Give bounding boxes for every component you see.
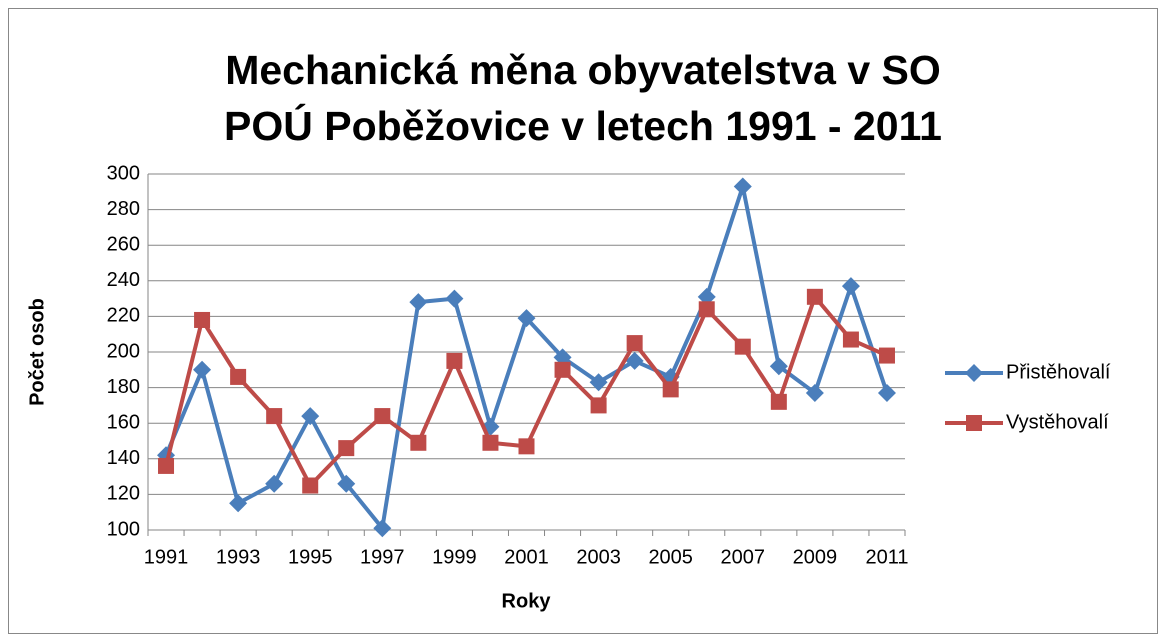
x-tick-label: 2003 (576, 546, 621, 568)
data-point (517, 309, 536, 328)
data-point (662, 381, 679, 398)
data-point (446, 352, 463, 369)
data-point (374, 408, 391, 425)
y-tick-label: 260 (107, 233, 140, 255)
data-point (230, 368, 247, 385)
chart-title: Mechanická měna obyvatelstva v SO (225, 47, 941, 93)
y-tick-label: 220 (107, 305, 140, 327)
data-point (805, 383, 824, 402)
y-tick-label: 200 (107, 340, 140, 362)
x-tick-label: 2009 (793, 546, 838, 568)
data-point (770, 393, 787, 410)
data-point (229, 494, 248, 513)
data-point (193, 360, 212, 379)
data-point (733, 177, 752, 196)
y-tick-label: 300 (107, 162, 140, 184)
x-tick-label: 2001 (504, 546, 549, 568)
data-point (373, 519, 392, 538)
data-point (769, 357, 788, 376)
data-point (301, 407, 320, 426)
legend-marker (965, 364, 983, 382)
data-point (590, 397, 607, 414)
data-point (878, 347, 895, 364)
x-tick-label: 2005 (648, 546, 693, 568)
y-tick-label: 240 (107, 269, 140, 291)
data-point (265, 474, 284, 493)
y-tick-label: 100 (107, 518, 140, 540)
data-point (445, 289, 464, 308)
y-tick-label: 120 (107, 483, 140, 505)
x-tick-label: 1993 (216, 546, 261, 568)
y-tick-label: 160 (107, 411, 140, 433)
data-point (625, 351, 644, 370)
data-point (338, 440, 355, 457)
chart-title: POÚ Poběžovice v letech 1991 - 2011 (224, 103, 942, 149)
data-point (698, 301, 715, 318)
y-tick-label: 180 (107, 376, 140, 398)
x-tick-label: 1991 (144, 546, 189, 568)
data-point (194, 311, 211, 328)
data-point (734, 338, 751, 355)
data-point (482, 434, 499, 451)
y-tick-label: 280 (107, 198, 140, 220)
x-tick-label: 1997 (360, 546, 405, 568)
data-point (626, 335, 643, 352)
data-point (302, 477, 319, 494)
data-point (841, 277, 860, 296)
data-point (806, 288, 823, 305)
data-point (410, 434, 427, 451)
data-point (518, 438, 535, 455)
data-point (337, 474, 356, 493)
data-point (266, 408, 283, 425)
x-tick-label: 1999 (432, 546, 477, 568)
y-axis-title: Počet osob (26, 298, 48, 406)
data-point (589, 373, 608, 392)
x-axis-title: Roky (502, 590, 552, 612)
legend-label: Vystěhovalí (1006, 411, 1109, 433)
x-tick-label: 2007 (721, 546, 766, 568)
x-tick-label: 1995 (288, 546, 333, 568)
data-point (409, 293, 428, 312)
legend-label: Přistěhovalí (1006, 361, 1111, 383)
data-point (877, 383, 896, 402)
data-point (554, 361, 571, 378)
data-point (842, 331, 859, 348)
legend-marker (966, 415, 982, 431)
data-point (158, 457, 175, 474)
x-tick-label: 2011 (865, 546, 908, 568)
y-tick-label: 140 (107, 447, 140, 469)
